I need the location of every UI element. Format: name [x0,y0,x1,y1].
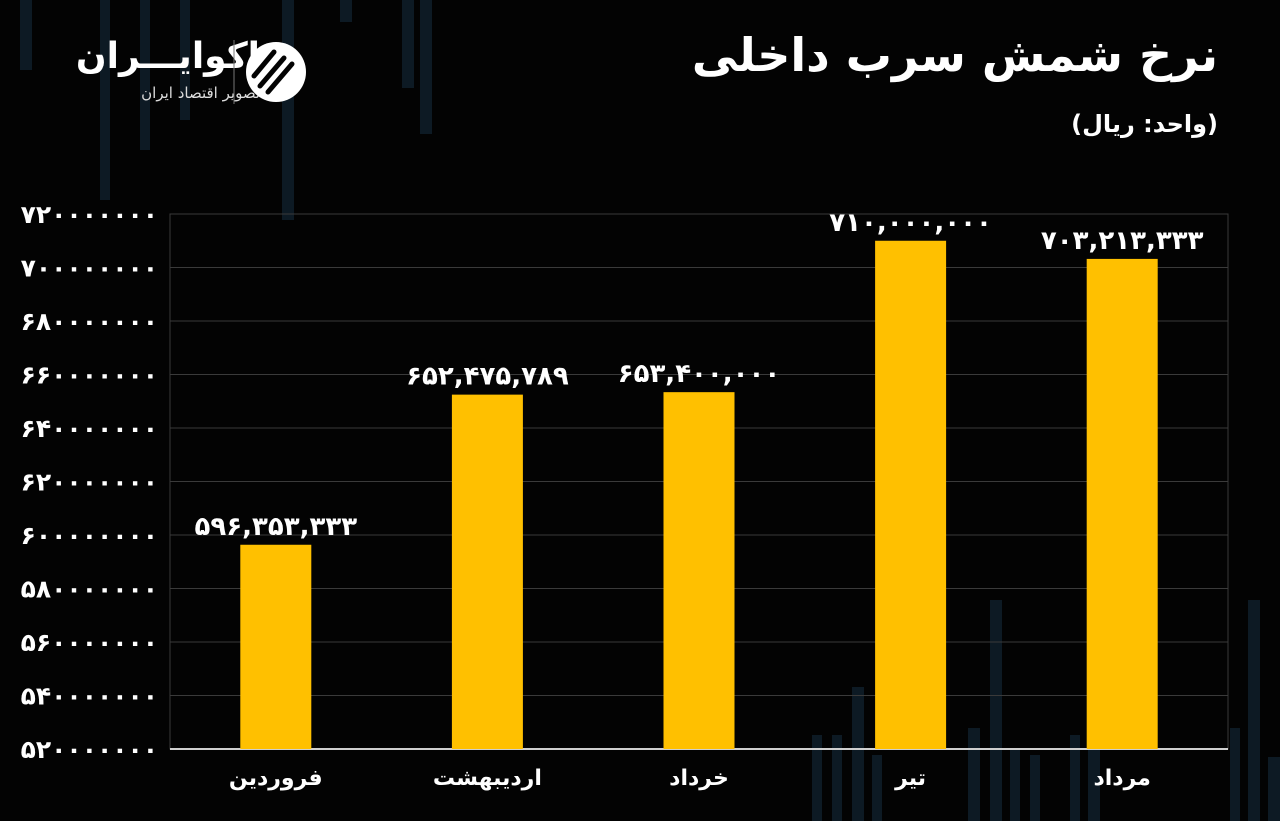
ecoiran-logo-icon [233,40,306,104]
x-tick-label: خرداد [669,766,729,791]
brand-tagline: تصویر اقتصاد ایران [141,84,260,102]
data-label: ۷۱۰,۰۰۰,۰۰۰ [829,208,992,238]
data-label: ۷۰۳,۲۱۳,۳۳۳ [1041,226,1204,256]
unit-label: (واحد: ریال) [1071,110,1218,138]
brand-name: اکوایـــران [75,36,260,77]
y-tick-label: ۵۴۰۰۰۰۰۰۰ [21,682,158,711]
y-tick-label: ۶۴۰۰۰۰۰۰۰ [21,414,158,443]
bar [451,394,523,749]
y-tick-label: ۵۸۰۰۰۰۰۰۰ [21,575,158,604]
brand-logo: اکوایـــران تصویر اقتصاد ایران [50,32,320,112]
y-tick-label: ۵۲۰۰۰۰۰۰۰ [21,735,158,764]
data-label: ۶۵۲,۴۷۵,۷۸۹ [406,362,569,392]
y-tick-label: ۶۰۰۰۰۰۰۰۰ [21,521,158,550]
y-tick-label: ۶۲۰۰۰۰۰۰۰ [21,468,158,497]
x-tick-label: مرداد [1093,766,1150,791]
bar [875,240,947,749]
page-title: نرخ شمش سرب داخلی [691,28,1218,82]
bar [1086,258,1158,749]
y-tick-label: ۷۲۰۰۰۰۰۰۰ [21,200,158,229]
y-tick-label: ۷۰۰۰۰۰۰۰۰ [21,254,158,283]
bar [663,392,735,749]
y-tick-label: ۶۸۰۰۰۰۰۰۰ [21,307,158,336]
y-tick-label: ۶۶۰۰۰۰۰۰۰ [21,361,158,390]
y-tick-label: ۵۶۰۰۰۰۰۰۰ [21,628,158,657]
x-tick-label: فروردین [229,766,323,791]
data-label: ۵۹۶,۳۵۳,۳۳۳ [195,512,358,542]
x-tick-label: اردیبهشت [433,766,542,791]
x-tick-label: تیر [894,766,926,791]
bar [240,544,312,749]
data-label: ۶۵۳,۴۰۰,۰۰۰ [618,359,781,389]
